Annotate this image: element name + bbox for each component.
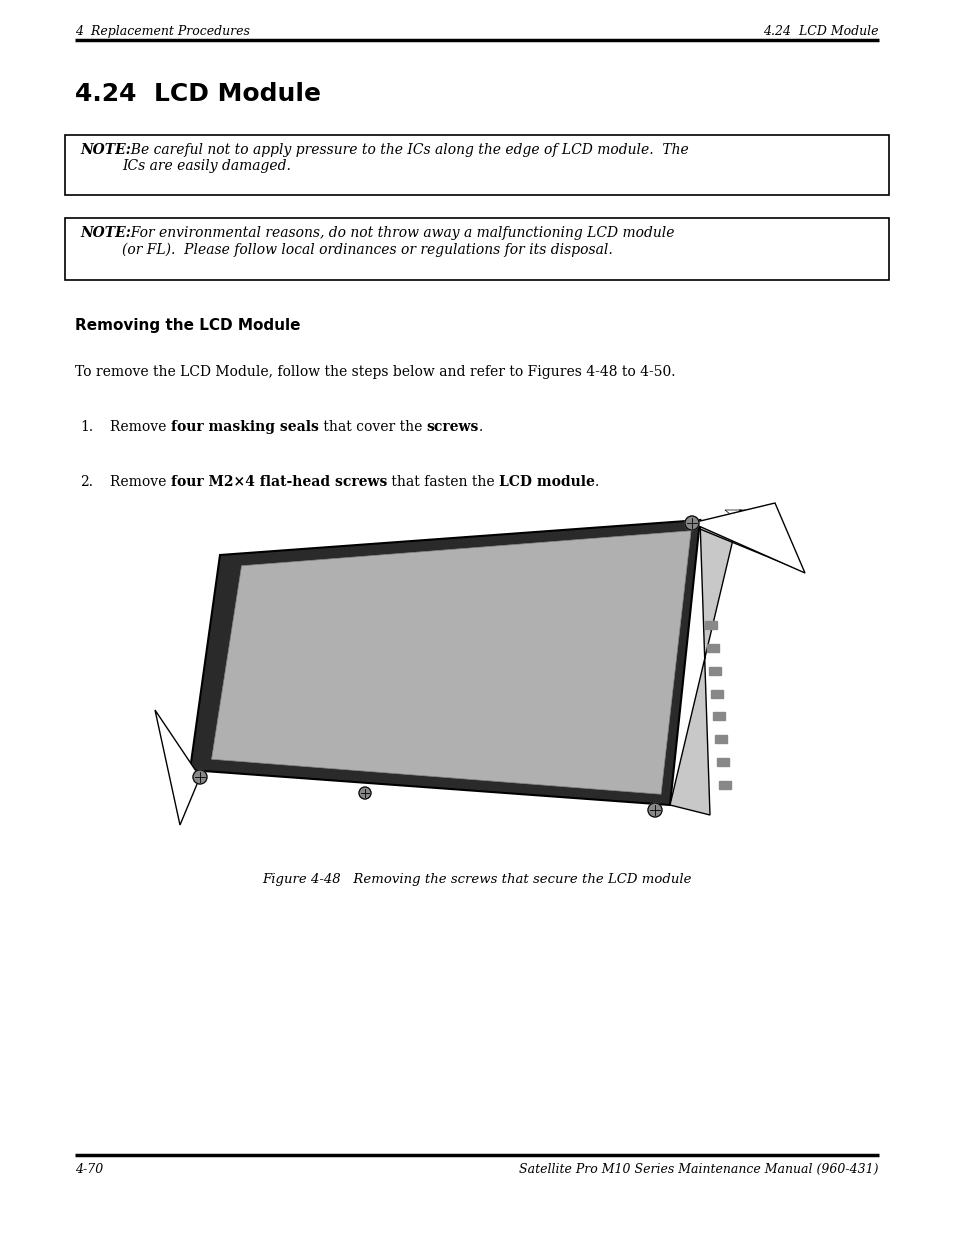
Text: LCD module: LCD module (498, 475, 595, 489)
Text: Remove: Remove (110, 420, 171, 433)
Circle shape (358, 787, 371, 799)
Polygon shape (691, 503, 804, 573)
Text: 2.: 2. (80, 475, 92, 489)
Text: 4.24  LCD Module: 4.24 LCD Module (75, 82, 320, 106)
Text: 4-70: 4-70 (75, 1163, 103, 1176)
Bar (706, 643, 719, 652)
Polygon shape (154, 710, 200, 825)
Text: 4.24  LCD Module: 4.24 LCD Module (762, 25, 878, 38)
Text: 1.: 1. (80, 420, 93, 433)
Text: that fasten the: that fasten the (387, 475, 498, 489)
Text: Removing the LCD Module: Removing the LCD Module (75, 317, 300, 333)
Circle shape (193, 769, 207, 784)
Text: .: . (478, 420, 482, 433)
Text: that cover the: that cover the (318, 420, 426, 433)
Bar (714, 735, 726, 743)
Bar (717, 758, 728, 766)
Circle shape (684, 516, 699, 530)
Polygon shape (212, 531, 690, 794)
Text: .: . (595, 475, 598, 489)
Polygon shape (190, 520, 700, 805)
Text: For environmental reasons, do not throw away a malfunctioning LCD module
(or FL): For environmental reasons, do not throw … (122, 226, 674, 257)
Bar (704, 621, 717, 629)
Text: Be careful not to apply pressure to the ICs along the edge of LCD module.  The
I: Be careful not to apply pressure to the … (122, 143, 688, 173)
Text: four M2×4 flat-head screws: four M2×4 flat-head screws (171, 475, 387, 489)
Text: NOTE:: NOTE: (80, 226, 131, 240)
Text: Remove: Remove (110, 475, 171, 489)
Text: 4  Replacement Procedures: 4 Replacement Procedures (75, 25, 250, 38)
FancyBboxPatch shape (65, 219, 888, 280)
Polygon shape (669, 510, 754, 815)
Circle shape (647, 803, 661, 818)
Text: four masking seals: four masking seals (171, 420, 318, 433)
Text: Figure 4-48   Removing the screws that secure the LCD module: Figure 4-48 Removing the screws that sec… (262, 873, 691, 885)
Bar (719, 781, 730, 789)
Text: screws: screws (426, 420, 478, 433)
Text: NOTE:: NOTE: (80, 143, 131, 157)
FancyBboxPatch shape (65, 135, 888, 195)
Bar (710, 689, 722, 698)
Text: To remove the LCD Module, follow the steps below and refer to Figures 4-48 to 4-: To remove the LCD Module, follow the ste… (75, 366, 675, 379)
Text: Satellite Pro M10 Series Maintenance Manual (960-431): Satellite Pro M10 Series Maintenance Man… (519, 1163, 878, 1176)
Bar (708, 667, 720, 674)
Bar (712, 713, 724, 720)
